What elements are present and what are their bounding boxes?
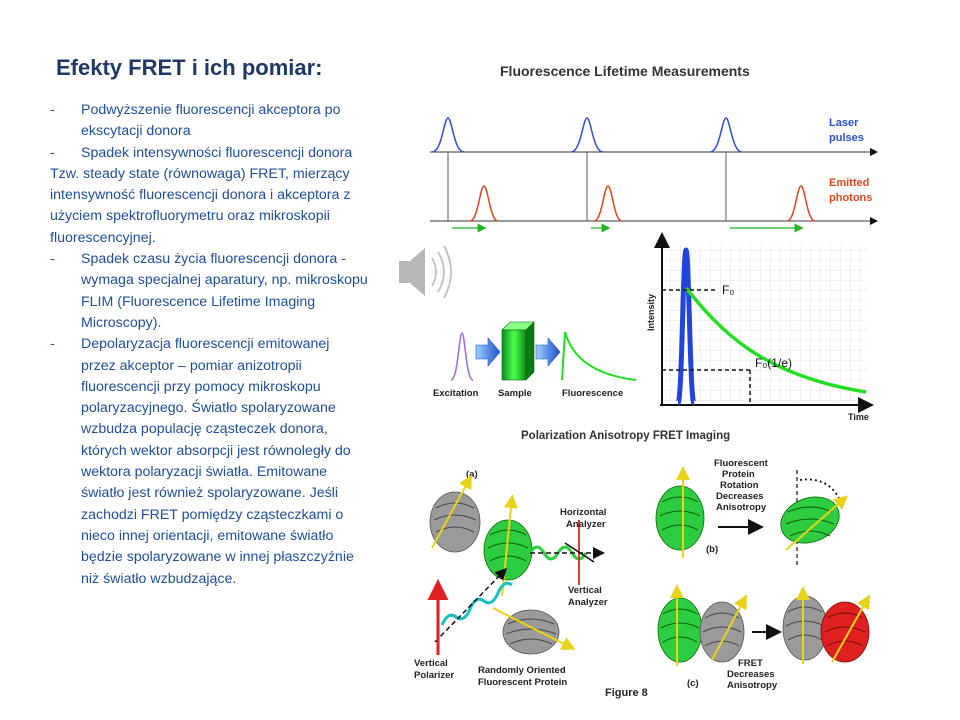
rotation-text-2: Protein — [722, 469, 755, 480]
pulse-timeline: Laser pulses Emitted photons — [430, 117, 878, 233]
anisotropy-panel-b: (b) Fluorescent Protein Rotation Decreas… — [655, 458, 849, 565]
fluorescence-label: Fluorescence — [562, 388, 623, 399]
random-protein-label-2: Fluorescent Protein — [478, 677, 567, 688]
anisotropy-figure-title: Polarization Anisotropy FRET Imaging — [521, 430, 730, 442]
gray-protein — [429, 491, 481, 553]
excitation-flow: Excitation Sample Fluorescence — [433, 321, 637, 399]
fret-text-2: Decreases — [727, 669, 775, 680]
laser-pulse-peak — [675, 247, 697, 406]
emitted-label-1: Emitted — [829, 177, 869, 189]
laser-label-1: Laser — [829, 117, 859, 129]
list-item: - Podwyższenie fluorescencji akceptora p… — [50, 100, 368, 143]
laser-pulse — [431, 117, 465, 153]
laser-pulse — [709, 117, 743, 153]
fret-text-3: Anisotropy — [727, 680, 778, 691]
slide-title: Efekty FRET i ich pomiar: — [56, 55, 323, 80]
slide-text: - Podwyższenie fluorescencji akceptora p… — [50, 100, 368, 590]
anisotropy-panel-c: (c) FRET Decreases Anisotropy — [657, 584, 870, 691]
rotation-text-3: Rotation — [720, 480, 759, 491]
list-item: - Depolaryzacja fluorescencji emitowanej… — [50, 334, 368, 590]
vertical-polarizer-label-2: Polarizer — [414, 670, 454, 681]
green-protein — [780, 496, 840, 544]
figure-label: Figure 8 — [605, 687, 648, 699]
sample-label: Sample — [498, 388, 532, 399]
decay-plot: F₀ F₀(1/e) Intensity Time — [646, 232, 874, 422]
green-protein — [655, 485, 705, 551]
horizontal-analyzer-label-2: Analyzer — [566, 519, 606, 530]
laser-pulse — [570, 117, 604, 153]
fret-text-1: FRET — [738, 658, 763, 669]
emitted-photon — [786, 185, 816, 222]
rotation-text-4: Decreases — [716, 491, 764, 502]
lifetime-figure-title: Fluorescence Lifetime Measurements — [500, 63, 750, 79]
list-bullet: - — [50, 144, 55, 161]
steady-state-paragraph: Tzw. steady state (równowaga) FRET, mier… — [50, 165, 351, 246]
f0-label: F₀ — [722, 283, 734, 297]
emitted-label-2: photons — [829, 192, 872, 204]
vertical-analyzer-label-1: Vertical — [568, 585, 602, 596]
excitation-pulse — [450, 332, 474, 381]
speaker-icon[interactable] — [399, 245, 452, 299]
panel-b-label: (b) — [706, 544, 718, 555]
list-item: - Spadek czasu życia fluorescencji donor… — [50, 249, 368, 334]
fluorescence-curve — [561, 331, 637, 381]
vertical-polarizer-label-1: Vertical — [414, 658, 448, 669]
list-item-text: Spadek czasu życia fluorescencji donora … — [81, 251, 368, 331]
list-item-text: Depolaryzacja fluorescencji emitowanej p… — [81, 336, 354, 587]
gray-protein — [699, 601, 745, 663]
y-axis-label: Intensity — [646, 294, 656, 331]
horizontal-analyzer-label-1: Horizontal — [560, 507, 606, 518]
list-bullet: - — [50, 102, 55, 118]
excitation-label: Excitation — [433, 388, 479, 399]
panel-c-label: (c) — [687, 678, 699, 689]
sample-cube — [501, 321, 535, 381]
rotation-text-5: Anisotropy — [716, 502, 767, 513]
laser-label-2: pulses — [829, 132, 864, 144]
anisotropy-panel-a: (a) Horizontal Analyzer Vertical Anal — [414, 469, 648, 699]
list-bullet: - — [50, 336, 55, 353]
list-item-text: Podwyższenie fluorescencji akceptora po … — [81, 102, 341, 140]
emitted-photon — [593, 185, 623, 222]
gray-protein — [782, 595, 828, 661]
list-bullet: - — [50, 251, 55, 268]
green-protein — [483, 519, 533, 581]
list-item: - Spadek intensywności fluorescencji don… — [50, 143, 368, 164]
panel-a-label: (a) — [466, 469, 478, 480]
flow-arrow — [535, 337, 561, 367]
list-item-text: Spadek intensywności fluorescencji donor… — [81, 144, 353, 161]
vertical-analyzer-label-2: Analyzer — [568, 597, 608, 608]
excitation-wave — [440, 581, 513, 626]
rotation-text-1: Fluorescent — [714, 458, 769, 469]
random-protein-label-1: Randomly Oriented — [478, 665, 566, 676]
f0e-label: F₀(1/e) — [755, 356, 792, 370]
emitted-photon — [469, 185, 499, 222]
green-protein — [657, 597, 703, 663]
x-axis-label: Time — [848, 412, 869, 422]
flow-arrow — [475, 337, 501, 367]
decay-curve — [684, 286, 867, 394]
